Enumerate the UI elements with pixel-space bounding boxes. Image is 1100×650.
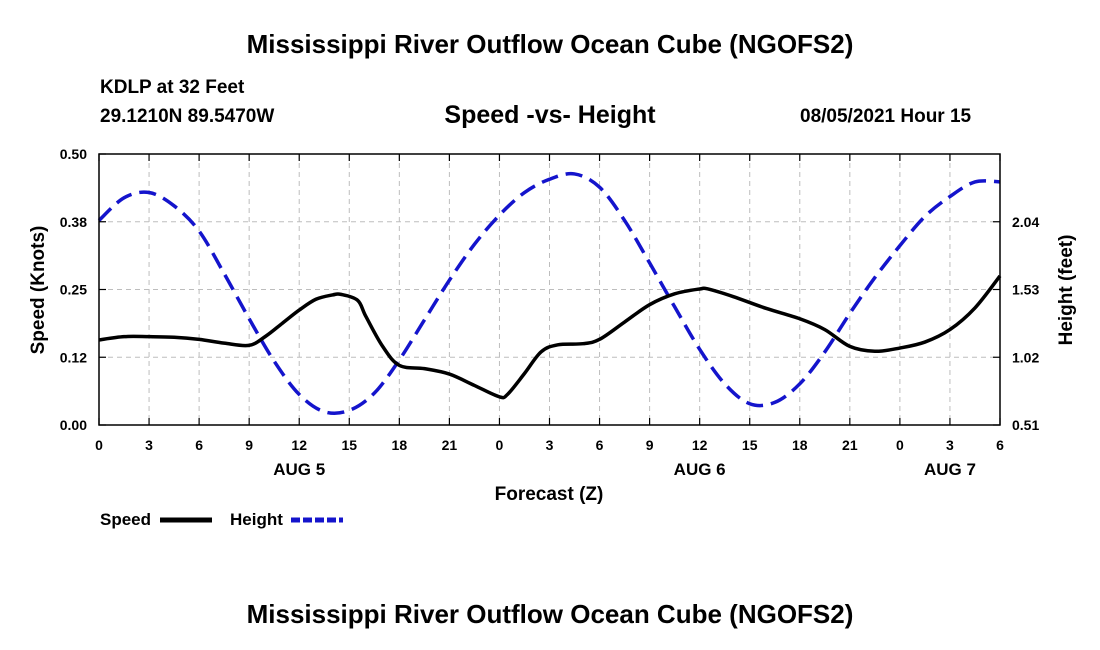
y-tick-label: 0.25 <box>60 282 87 298</box>
height-series-line <box>97 171 1001 416</box>
y-tick-label: 0.38 <box>60 214 87 230</box>
x-tick-label: 3 <box>946 437 954 453</box>
grid-lines <box>99 154 1000 425</box>
y2-tick-label: 1.53 <box>1012 282 1039 298</box>
y-tick-label: 0.00 <box>60 417 87 433</box>
x-tick-label: 6 <box>195 437 203 453</box>
y-tick-label: 0.50 <box>60 146 87 162</box>
footer-title: Mississippi River Outflow Ocean Cube (NG… <box>246 599 854 629</box>
x-tick-label: 3 <box>145 437 153 453</box>
legend: Speed Height <box>100 510 343 529</box>
x-tick-label: 15 <box>742 437 758 453</box>
x-tick-label: 6 <box>596 437 604 453</box>
chart-title: Mississippi River Outflow Ocean Cube (NG… <box>246 29 854 59</box>
x-tick-label: 3 <box>546 437 554 453</box>
y-axis-title: Speed (Knots) <box>28 226 49 355</box>
x-tick-label: 0 <box>496 437 504 453</box>
date-label: AUG 6 <box>674 460 726 479</box>
x-tick-label: 0 <box>896 437 904 453</box>
y-tick-label: 0.12 <box>60 349 87 365</box>
speed-series-line <box>98 274 1002 400</box>
date-label: AUG 5 <box>273 460 325 479</box>
y2-tick-label: 0.51 <box>1012 417 1039 433</box>
legend-label-speed: Speed <box>100 510 151 529</box>
legend-label-height: Height <box>230 510 283 529</box>
chart-subtitle: Speed -vs- Height <box>444 101 656 129</box>
x-tick-label: 18 <box>392 437 408 453</box>
x-tick-label: 21 <box>442 437 458 453</box>
x-axis-title: Forecast (Z) <box>495 484 604 505</box>
y2-tick-label: 2.04 <box>1012 214 1039 230</box>
series-layer <box>97 171 1002 416</box>
x-tick-label: 15 <box>341 437 357 453</box>
y2-axis-title: Height (feet) <box>1056 235 1077 346</box>
x-tick-label: 12 <box>692 437 708 453</box>
x-tick-label: 9 <box>245 437 253 453</box>
datetime-label: 08/05/2021 Hour 15 <box>800 106 972 127</box>
x-tick-label: 12 <box>291 437 307 453</box>
x-tick-label: 0 <box>95 437 103 453</box>
x-tick-label: 6 <box>996 437 1004 453</box>
station-label: KDLP at 32 Feet <box>100 77 245 98</box>
x-tick-label: 21 <box>842 437 858 453</box>
x-tick-label: 18 <box>792 437 808 453</box>
coordinates-label: 29.1210N 89.5470W <box>100 106 275 127</box>
axis-labels: 0 3 6 9 12 15 18 21 0 3 6 9 12 15 18 21 0 3 6 0.00 0.12 0.25 0… <box>60 146 1040 479</box>
ticks-layer <box>98 153 1001 426</box>
date-label: AUG 7 <box>924 460 976 479</box>
x-tick-label: 9 <box>646 437 654 453</box>
y2-tick-label: 1.02 <box>1012 349 1039 365</box>
